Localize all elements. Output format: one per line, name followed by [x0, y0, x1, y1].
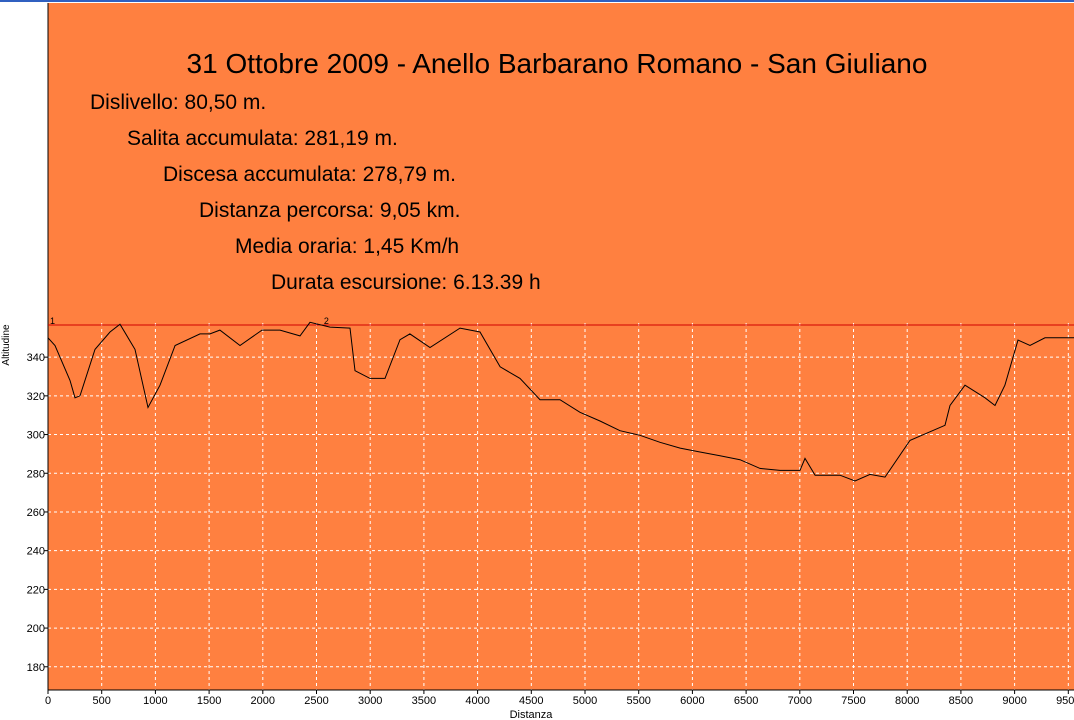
- y-tick-label: 200: [27, 623, 45, 635]
- x-tick-label: 8500: [949, 695, 973, 707]
- stat-line: Discesa accumulata: 278,79 m.: [163, 163, 456, 186]
- x-axis-label: Distanza: [510, 709, 554, 720]
- y-tick-label: 260: [27, 507, 45, 519]
- x-tick-label: 5000: [573, 695, 597, 707]
- x-tick-label: 9500: [1056, 695, 1074, 707]
- x-tick-label: 500: [93, 695, 111, 707]
- y-tick-label: 300: [27, 430, 45, 442]
- x-tick-label: 2000: [251, 695, 275, 707]
- x-tick-label: 7500: [841, 695, 865, 707]
- chart-title: 31 Ottobre 2009 - Anello Barbarano Roman…: [187, 48, 928, 79]
- x-tick-label: 1000: [143, 695, 167, 707]
- stat-line: Salita accumulata: 281,19 m.: [127, 127, 398, 150]
- top-border: [0, 0, 1074, 2]
- marker-label: 2: [324, 316, 329, 326]
- x-tick-label: 3000: [358, 695, 382, 707]
- y-tick-label: 220: [27, 584, 45, 596]
- y-axis-label: Altitudine: [1, 324, 12, 366]
- y-tick-label: 280: [27, 468, 45, 480]
- x-tick-label: 3500: [412, 695, 436, 707]
- stat-line: Durata escursione: 6.13.39 h: [271, 271, 541, 294]
- plot-background: [48, 3, 1074, 690]
- stat-line: Dislivello: 80,50 m.: [90, 91, 266, 114]
- y-tick-label: 340: [27, 352, 45, 364]
- x-tick-label: 4000: [465, 695, 489, 707]
- x-tick-label: 9000: [1002, 695, 1026, 707]
- x-tick-label: 4500: [519, 695, 543, 707]
- y-tick-label: 320: [27, 391, 45, 403]
- y-tick-label: 180: [27, 662, 45, 674]
- x-tick-label: 1500: [197, 695, 221, 707]
- stat-line: Distanza percorsa: 9,05 km.: [199, 199, 460, 222]
- x-tick-label: 7000: [788, 695, 812, 707]
- marker-label: 1: [50, 316, 55, 326]
- x-tick-label: 8000: [895, 695, 919, 707]
- stat-line: Media oraria: 1,45 Km/h: [235, 235, 459, 258]
- elevation-line: [47, 321, 1074, 482]
- x-tick-label: 2500: [304, 695, 328, 707]
- x-tick-label: 6000: [680, 695, 704, 707]
- y-tick-label: 240: [27, 546, 45, 558]
- x-tick-label: 6500: [734, 695, 758, 707]
- x-tick-label: 5500: [626, 695, 650, 707]
- x-tick-label: 0: [45, 695, 51, 707]
- plot-area: [47, 3, 1074, 690]
